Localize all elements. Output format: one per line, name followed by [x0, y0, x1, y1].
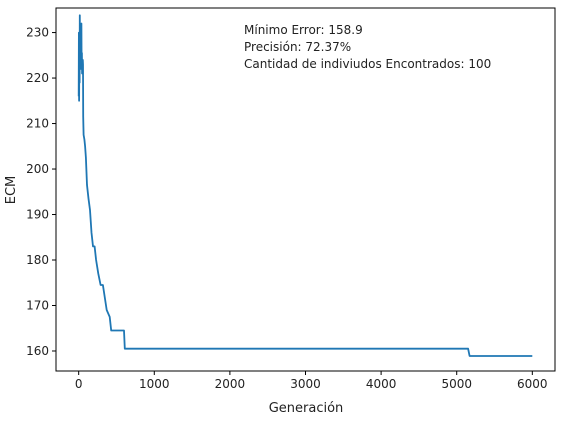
- x-tick-label: 3000: [290, 377, 321, 391]
- y-tick-label: 190: [26, 208, 49, 222]
- x-axis-label: Generación: [269, 401, 344, 416]
- y-tick-label: 200: [26, 162, 49, 176]
- y-axis-ticks: 160 170 180 190 200 210 220 230: [26, 26, 56, 358]
- y-axis-label: ECM: [4, 176, 19, 205]
- x-tick-label: 5000: [441, 377, 472, 391]
- series-line: [77, 14, 533, 357]
- x-axis-ticks: 0 1000 2000 3000 4000 5000 6000: [75, 371, 548, 391]
- x-tick-label: 1000: [139, 377, 170, 391]
- y-tick-label: 210: [26, 117, 49, 131]
- x-tick-label: 6000: [517, 377, 548, 391]
- y-tick-label: 230: [26, 26, 49, 40]
- y-tick-label: 220: [26, 71, 49, 85]
- plot-area: [55, 7, 556, 372]
- x-tick-label: 2000: [215, 377, 246, 391]
- annotation-individuals-found: Cantidad de indiviudos Encontrados: 100: [244, 57, 491, 71]
- x-tick-label: 0: [75, 377, 83, 391]
- y-tick-label: 160: [26, 344, 49, 358]
- x-tick-label: 4000: [366, 377, 397, 391]
- y-tick-label: 170: [26, 298, 49, 312]
- annotation-precision: Precisión: 72.37%: [244, 40, 351, 54]
- y-tick-label: 180: [26, 253, 49, 267]
- annotation-min-error: Mínimo Error: 158.9: [244, 23, 363, 37]
